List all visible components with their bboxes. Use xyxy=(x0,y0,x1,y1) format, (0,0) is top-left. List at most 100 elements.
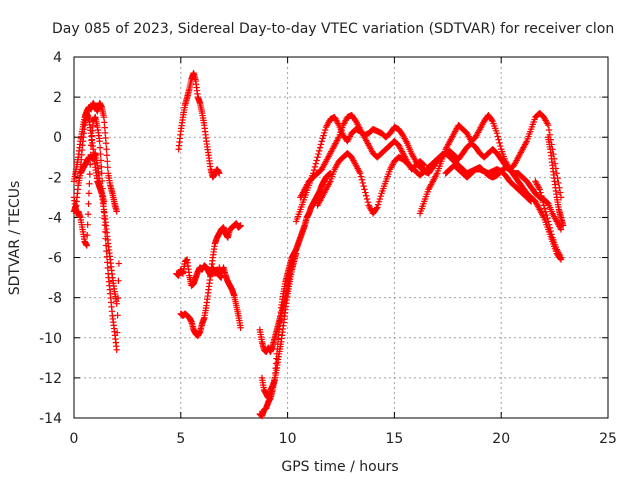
data-point xyxy=(364,199,372,206)
data-point xyxy=(115,277,122,285)
data-point xyxy=(362,189,369,196)
data-point xyxy=(113,300,120,307)
y-tick-label: 0 xyxy=(53,130,62,146)
data-point xyxy=(547,227,554,235)
data-point xyxy=(544,218,552,225)
data-point xyxy=(420,161,427,168)
y-tick-label: -6 xyxy=(48,251,62,267)
data-point xyxy=(321,129,328,137)
data-point xyxy=(488,116,496,124)
series-arc-g xyxy=(177,220,244,339)
data-point xyxy=(103,152,111,159)
data-point xyxy=(86,180,93,187)
data-point xyxy=(536,186,543,193)
series-arc-r xyxy=(544,134,567,229)
data-point xyxy=(539,195,546,203)
data-point xyxy=(310,166,318,174)
y-tick-label: -2 xyxy=(48,170,62,186)
chart-title: Day 085 of 2023, Sidereal Day-to-day VTE… xyxy=(52,21,614,37)
y-tick-label: -4 xyxy=(48,210,62,226)
y-tick-label: -14 xyxy=(39,411,62,427)
data-point xyxy=(320,132,327,139)
y-tick-label: -12 xyxy=(39,371,62,387)
data-point xyxy=(113,346,120,354)
series-arc-k xyxy=(258,250,300,402)
y-tick-label: -8 xyxy=(48,291,62,307)
data-point xyxy=(548,231,555,238)
y-tick-label: 4 xyxy=(53,50,62,66)
data-point xyxy=(542,208,549,216)
data-point xyxy=(361,186,368,193)
data-point xyxy=(374,201,382,208)
data-point xyxy=(557,254,565,261)
data-point xyxy=(83,242,91,249)
x-tick-label: 10 xyxy=(279,431,297,447)
data-point xyxy=(556,189,564,196)
data-point xyxy=(545,221,553,228)
data-point xyxy=(555,179,562,187)
data-point xyxy=(84,221,91,228)
data-point xyxy=(96,138,103,145)
data-point xyxy=(316,147,323,155)
series-arc-b xyxy=(70,99,120,215)
x-axis-label: GPS time / hours xyxy=(281,459,398,475)
data-point xyxy=(363,192,370,199)
data-point xyxy=(496,139,503,147)
data-point xyxy=(545,126,553,134)
data-point xyxy=(85,190,93,197)
data-point xyxy=(84,231,91,239)
data-point xyxy=(314,154,321,161)
data-point xyxy=(360,182,367,190)
data-point xyxy=(319,135,326,142)
data-point xyxy=(315,150,322,158)
data-point xyxy=(113,208,120,215)
data-point xyxy=(358,176,366,183)
data-point xyxy=(104,164,111,171)
data-points xyxy=(70,69,567,420)
data-point xyxy=(96,144,104,151)
data-point xyxy=(102,140,110,147)
plot-frame xyxy=(73,56,609,419)
data-point xyxy=(85,200,92,208)
series-arc-d xyxy=(77,109,108,205)
data-point xyxy=(104,259,111,266)
series-arc-n xyxy=(297,111,428,201)
data-point xyxy=(538,192,545,199)
x-tick-label: 25 xyxy=(599,431,617,447)
data-point xyxy=(374,204,381,211)
data-point xyxy=(421,162,428,169)
data-point xyxy=(375,198,383,206)
x-tick-label: 15 xyxy=(385,431,403,447)
data-point xyxy=(311,163,319,171)
data-point xyxy=(544,121,552,129)
y-tick-label: -10 xyxy=(39,331,62,347)
data-point xyxy=(84,211,92,218)
x-tick-label: 5 xyxy=(176,431,185,447)
series-arc-o xyxy=(416,109,565,217)
data-point xyxy=(316,144,324,151)
data-point xyxy=(98,163,105,171)
data-point xyxy=(104,264,111,272)
data-point xyxy=(237,222,244,229)
data-point xyxy=(537,189,544,196)
data-point xyxy=(557,226,565,233)
data-point xyxy=(543,211,550,219)
data-point xyxy=(313,157,320,164)
data-point xyxy=(540,202,548,209)
data-point xyxy=(115,260,123,267)
y-axis-label: SDTVAR / TECUs xyxy=(7,181,23,296)
data-point xyxy=(97,150,104,158)
data-point xyxy=(312,160,319,167)
data-point xyxy=(541,205,548,212)
data-point xyxy=(559,222,567,229)
series-arc-h xyxy=(216,264,244,331)
data-point xyxy=(493,130,501,137)
data-point xyxy=(357,173,365,180)
data-point xyxy=(113,329,121,336)
data-point xyxy=(114,312,121,319)
data-point xyxy=(216,170,223,177)
data-point xyxy=(86,170,94,178)
data-point xyxy=(544,215,551,222)
